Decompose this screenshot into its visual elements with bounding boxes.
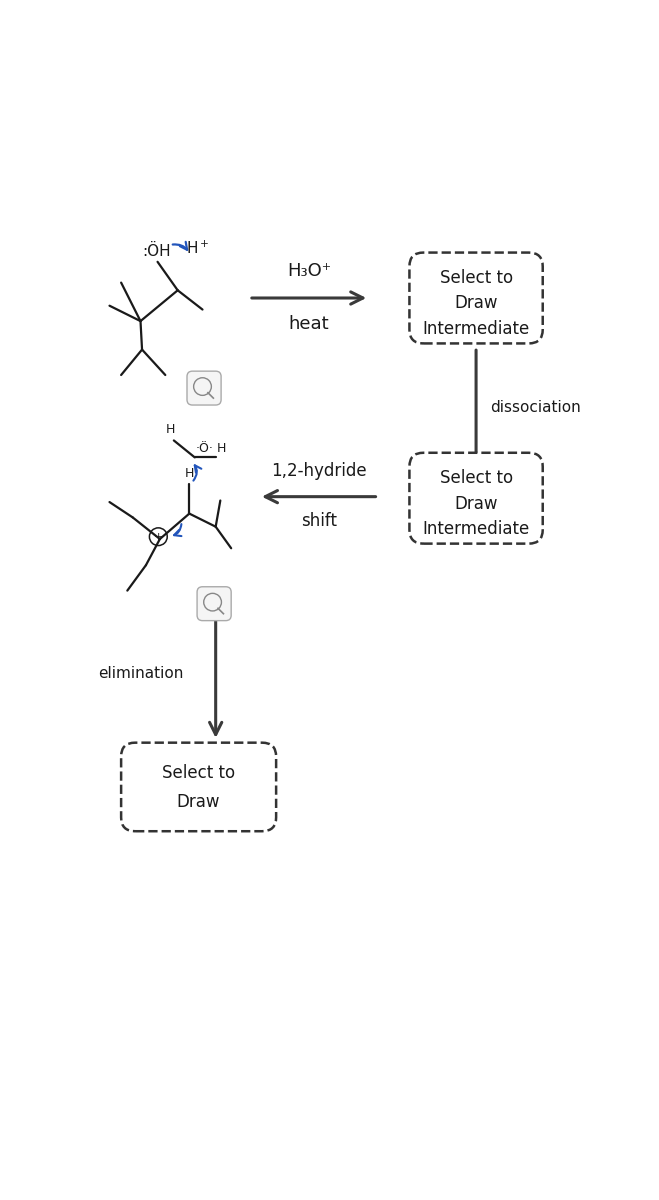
FancyBboxPatch shape <box>121 743 276 832</box>
Text: Intermediate: Intermediate <box>422 319 530 338</box>
Text: Select to: Select to <box>440 269 513 287</box>
Text: Select to: Select to <box>440 469 513 487</box>
Text: Draw: Draw <box>454 494 498 512</box>
FancyBboxPatch shape <box>197 587 231 620</box>
Text: H₃O⁺: H₃O⁺ <box>287 262 331 280</box>
Text: +: + <box>154 532 163 541</box>
Text: dissociation: dissociation <box>490 400 581 415</box>
Text: elimination: elimination <box>98 666 183 680</box>
Text: :ÖH: :ÖH <box>142 244 171 259</box>
Text: shift: shift <box>301 512 337 530</box>
Text: H: H <box>217 442 227 455</box>
FancyBboxPatch shape <box>187 371 221 406</box>
Text: Intermediate: Intermediate <box>422 520 530 538</box>
Text: H: H <box>165 422 175 436</box>
Text: 1,2-hydride: 1,2-hydride <box>271 462 366 480</box>
FancyBboxPatch shape <box>409 452 543 544</box>
FancyBboxPatch shape <box>409 252 543 343</box>
Text: H: H <box>185 468 194 480</box>
Text: heat: heat <box>289 314 330 332</box>
Text: ·Ö·: ·Ö· <box>196 442 214 455</box>
Text: Draw: Draw <box>454 294 498 312</box>
Text: H$^+$: H$^+$ <box>186 240 210 257</box>
Text: Select to: Select to <box>162 764 235 782</box>
Text: Draw: Draw <box>177 793 220 811</box>
